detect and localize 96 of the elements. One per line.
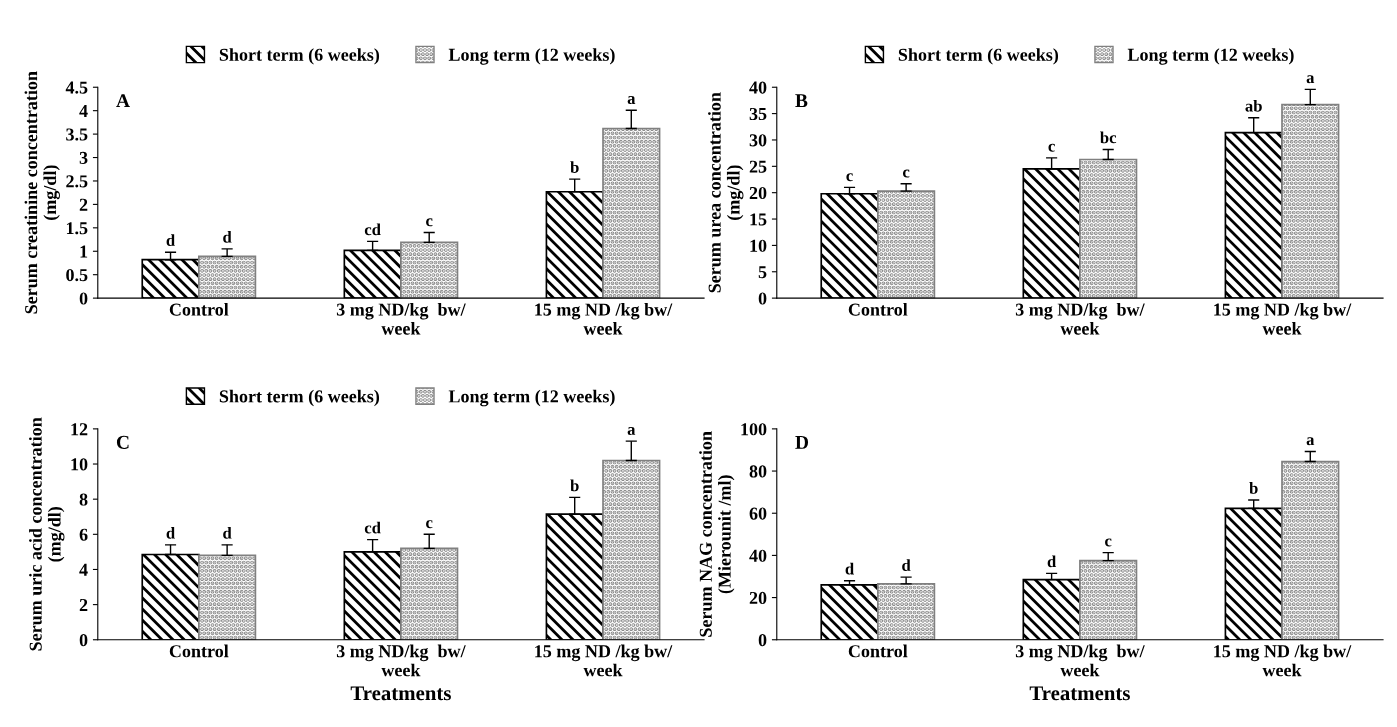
y-tick-label: 12 <box>71 423 88 436</box>
x-tick-label: Control <box>848 644 908 658</box>
y-tick-label: 10 <box>750 239 767 252</box>
y-axis-title: Serum creatinine concentration (mg/dl) <box>24 71 60 314</box>
x-axis-title: Treatments <box>1029 686 1130 701</box>
y-tick-label: 4 <box>79 105 88 117</box>
y-tick-label: 4.5 <box>65 81 88 94</box>
bar <box>602 459 661 640</box>
y-tick-label: 20 <box>749 591 767 605</box>
annotation: C <box>116 435 129 449</box>
x-tick-label: Control <box>169 644 229 658</box>
legend-label: Short term (6 weeks) <box>898 48 1059 65</box>
data-label: b <box>1249 482 1258 494</box>
x-tick-label: 15 mg ND /kg bw/ week <box>1214 302 1352 335</box>
y-tick-label: 0.5 <box>66 268 88 282</box>
bar <box>876 583 936 640</box>
bar <box>197 554 257 640</box>
bar <box>876 190 936 299</box>
y-tick-label: 15 <box>750 213 767 226</box>
data-label: c <box>1048 143 1055 152</box>
annotation: D <box>795 435 809 449</box>
data-label: a <box>627 96 636 105</box>
legend-label: Long term (12 weeks) <box>448 389 615 407</box>
data-label: bc <box>1100 131 1117 144</box>
bar <box>1079 158 1138 299</box>
y-tick-label: 20 <box>749 186 767 200</box>
data-label: b <box>570 161 579 173</box>
y-tick-label: 0 <box>758 292 767 305</box>
bar <box>602 127 661 299</box>
data-label: d <box>166 526 175 539</box>
x-tick-label: 3 mg ND/kg bw/ week <box>1015 644 1145 677</box>
x-tick-label: 15 mg ND /kg bw/ week <box>1214 644 1352 677</box>
data-label: c <box>1105 538 1112 547</box>
legend-label: Short term (6 weeks) <box>219 48 380 65</box>
data-label: d <box>902 559 911 571</box>
data-label: cd <box>364 521 381 534</box>
y-axis-title: Serum uric acid concentration (mg/dl) <box>29 417 65 651</box>
bar <box>1281 460 1340 640</box>
y-tick-label: 10 <box>71 458 88 471</box>
data-label: a <box>1306 437 1315 446</box>
data-label: c <box>846 173 853 182</box>
y-tick-label: 2.5 <box>66 175 88 188</box>
data-label: c <box>902 169 910 178</box>
y-tick-label: 4 <box>79 563 88 576</box>
y-tick-label: 0 <box>79 634 88 647</box>
data-label: d <box>223 231 232 243</box>
y-tick-label: 2 <box>79 198 88 211</box>
y-tick-label: 0 <box>758 634 767 647</box>
x-tick-label: 3 mg ND/kg bw/ week <box>336 302 466 335</box>
y-tick-label: 6 <box>79 528 88 541</box>
data-label: d <box>1047 555 1057 568</box>
x-tick-label: 15 mg ND /kg bw/ week <box>535 302 673 335</box>
data-label: a <box>1306 75 1315 84</box>
y-tick-label: 40 <box>749 81 767 94</box>
data-label: d <box>223 526 232 539</box>
data-label: d <box>166 234 175 247</box>
y-tick-label: 35 <box>749 107 767 121</box>
y-tick-label: 3 <box>79 151 88 164</box>
x-axis-title: Treatments <box>350 686 451 701</box>
y-axis-title: Serum NAG concentration (Mierounit /ml) <box>699 431 735 637</box>
y-tick-label: 3.5 <box>66 128 88 141</box>
y-tick-label: 80 <box>749 465 767 478</box>
y-tick-label: 25 <box>749 160 767 173</box>
bar <box>1079 559 1138 640</box>
x-tick-label: 15 mg ND /kg bw/ week <box>535 644 673 677</box>
y-tick-label: 5 <box>758 266 767 279</box>
y-axis-title: Serum urea concentration (mg/dl) <box>708 92 744 293</box>
y-tick-label: 1 <box>80 245 88 258</box>
annotation: B <box>795 94 808 108</box>
legend-label: Long term (12 weeks) <box>448 48 615 65</box>
data-label: d <box>845 562 854 575</box>
y-tick-label: 8 <box>79 493 88 506</box>
x-tick-label: Control <box>848 302 908 316</box>
y-tick-label: 30 <box>749 134 767 147</box>
data-label: c <box>426 218 433 227</box>
data-label: a <box>627 427 636 436</box>
x-tick-label: 3 mg ND/kg bw/ week <box>1015 302 1145 335</box>
bar <box>197 255 257 299</box>
legend-label: Long term (12 weeks) <box>1127 48 1294 65</box>
y-tick-label: 60 <box>749 507 767 520</box>
bar <box>400 241 459 299</box>
bar <box>1281 103 1340 299</box>
y-tick-label: 2 <box>79 598 88 611</box>
data-label: c <box>426 520 433 529</box>
y-tick-label: 0 <box>79 292 88 305</box>
data-label: ab <box>1245 99 1262 112</box>
x-tick-label: 3 mg ND/kg bw/ week <box>336 644 466 677</box>
y-tick-label: 100 <box>741 423 767 436</box>
y-tick-label: 1.5 <box>66 222 88 235</box>
data-label: b <box>570 479 579 492</box>
bar <box>400 547 459 640</box>
x-tick-label: Control <box>169 302 229 316</box>
y-tick-label: 40 <box>749 549 767 562</box>
data-label: cd <box>364 223 381 236</box>
legend-label: Short term (6 weeks) <box>219 389 380 407</box>
annotation: A <box>116 94 130 108</box>
